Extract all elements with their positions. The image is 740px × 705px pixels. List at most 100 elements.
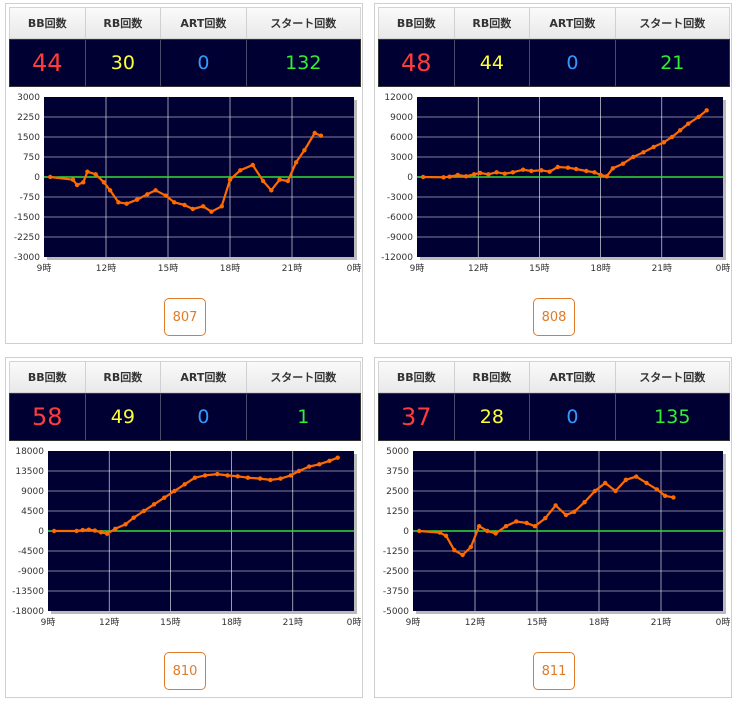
data-point	[269, 188, 274, 193]
data-point	[503, 524, 509, 529]
data-point	[285, 178, 291, 184]
data-point	[654, 487, 660, 492]
data-point	[510, 170, 516, 175]
data-point	[101, 180, 107, 185]
machine-number-button[interactable]: 808	[533, 298, 575, 336]
x-tick-label: 15時	[527, 617, 547, 628]
y-tick-label: 12000	[384, 93, 413, 103]
y-tick-label: 2500	[386, 487, 409, 497]
machine-number-button[interactable]: 807	[164, 298, 206, 336]
data-point	[225, 473, 230, 478]
stats-values: 58 49 0 1	[9, 393, 361, 441]
x-tick-label: 12時	[468, 263, 488, 274]
data-point	[318, 133, 324, 138]
data-point	[669, 134, 675, 140]
data-point	[476, 524, 482, 529]
x-tick-label: 15時	[160, 617, 180, 628]
data-point	[124, 201, 129, 206]
rb-count: 44	[455, 40, 531, 86]
data-point	[250, 162, 255, 168]
y-tick-label: -2500	[383, 567, 409, 577]
y-tick-label: 1500	[17, 133, 40, 143]
machine-number-button[interactable]: 811	[533, 652, 575, 690]
machine-number-button[interactable]: 810	[164, 652, 206, 690]
bb-count: 37	[379, 394, 455, 440]
x-tick-label: 0時	[347, 617, 362, 628]
y-tick-label: -9000	[18, 567, 44, 577]
data-point	[634, 474, 639, 479]
y-tick-label: -5000	[383, 607, 409, 617]
data-point	[651, 144, 656, 150]
data-point	[494, 170, 499, 175]
data-point	[524, 520, 529, 526]
data-point	[437, 530, 443, 535]
start-count: 132	[285, 52, 322, 74]
data-point	[460, 552, 465, 558]
bb-count: 48	[379, 40, 455, 86]
machine-card: BB回数 RB回数 ART回数 スタート回数 58 49 0 1 18000 13…	[5, 357, 363, 698]
data-point	[592, 488, 598, 494]
data-point	[317, 462, 322, 467]
stats-header: BB回数 RB回数 ART回数 スタート回数	[9, 361, 361, 393]
data-point	[704, 108, 709, 113]
data-point	[631, 154, 636, 160]
y-tick-label: 0	[403, 527, 409, 537]
data-point	[553, 503, 558, 508]
payout-chart: 18000 13500 9000 4500 0 -4500 -9000 -13500 -1800…	[12, 447, 362, 628]
y-tick-label: -3750	[383, 587, 409, 597]
bb-header: BB回数	[10, 362, 86, 392]
data-point	[696, 114, 701, 120]
bb-header: BB回数	[10, 8, 86, 38]
data-point	[98, 530, 104, 535]
data-point	[493, 531, 498, 536]
stats-values: 37 28 0 135	[378, 393, 730, 441]
data-point	[182, 202, 187, 208]
data-point	[151, 502, 157, 507]
rb-header: RB回数	[86, 8, 162, 38]
x-tick-label: 15時	[158, 263, 178, 274]
start-header: スタート回数	[639, 17, 706, 30]
data-point	[92, 528, 98, 533]
x-tick-label: 18時	[220, 263, 240, 274]
data-point	[452, 548, 457, 553]
start-header: スタート回数	[270, 371, 337, 384]
art-header: ART回数	[161, 8, 247, 38]
data-point	[443, 533, 449, 538]
data-point	[141, 508, 147, 514]
data-point	[520, 167, 526, 172]
data-point	[441, 175, 446, 180]
y-tick-label: 3000	[17, 93, 40, 103]
data-point	[235, 474, 240, 479]
rb-header: RB回数	[455, 362, 531, 392]
data-point	[671, 495, 676, 500]
data-point	[163, 193, 169, 198]
data-point	[302, 148, 307, 153]
data-point	[603, 480, 608, 486]
data-point	[468, 544, 474, 550]
y-tick-label: 13500	[15, 467, 44, 477]
data-point	[565, 165, 571, 170]
x-tick-label: 0時	[716, 263, 731, 274]
data-point	[529, 168, 534, 174]
data-point	[420, 174, 426, 180]
art-count: 0	[161, 394, 247, 440]
data-point	[190, 206, 195, 212]
data-point	[74, 528, 79, 534]
art-header: ART回数	[530, 8, 616, 38]
data-point	[209, 209, 214, 214]
data-point	[620, 161, 626, 166]
data-point	[563, 512, 569, 518]
y-tick-label: 3750	[386, 467, 409, 477]
data-point	[200, 204, 206, 209]
x-tick-label: 9時	[41, 617, 56, 628]
y-tick-label: -3000	[14, 253, 40, 263]
data-point	[335, 455, 340, 460]
start-header: スタート回数	[270, 17, 337, 30]
stats-header: BB回数 RB回数 ART回数 スタート回数	[9, 7, 361, 39]
data-point	[219, 204, 224, 209]
data-point	[662, 493, 668, 498]
y-tick-label: 0	[34, 173, 40, 183]
data-point	[131, 515, 136, 520]
data-point	[514, 519, 519, 524]
